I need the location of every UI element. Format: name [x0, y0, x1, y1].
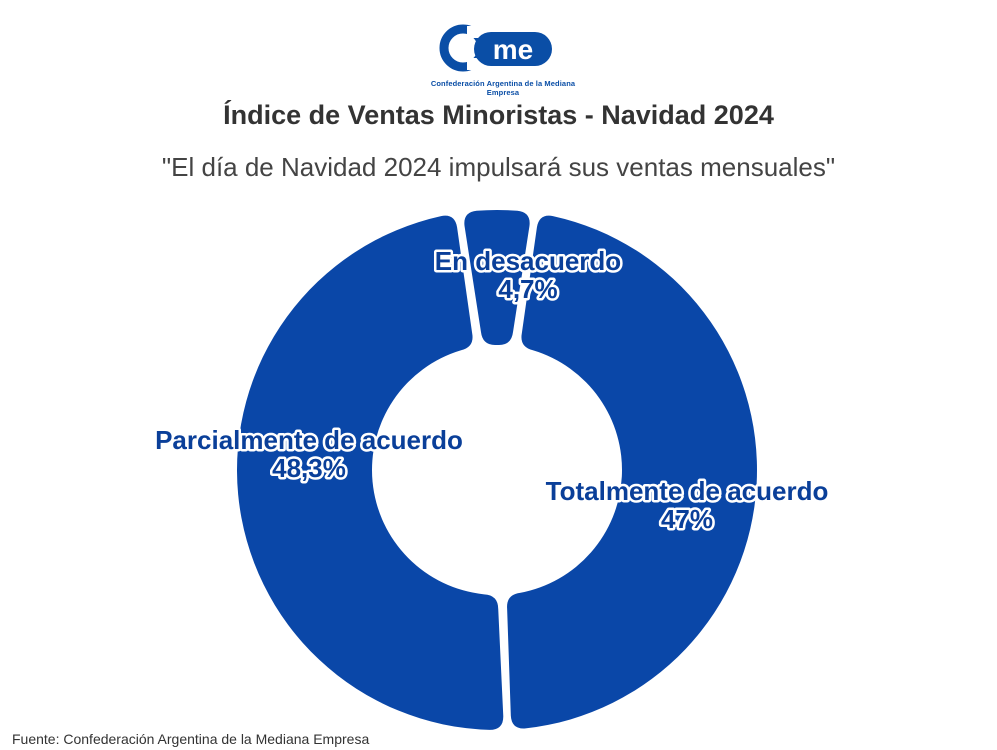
donut-slice-parcialmente-de-acuerdo [236, 215, 504, 730]
slice-value-parcialmente-de-acuerdo: 48,3% [272, 453, 346, 483]
donut-slice-totalmente-de-acuerdo [507, 215, 758, 729]
logo-caption: Confederación Argentina de la Mediana Em… [430, 79, 576, 97]
donut-slice-en-desacuerdo [464, 209, 530, 346]
chart-title: Índice de Ventas Minoristas - Navidad 20… [223, 100, 774, 130]
slice-label-parcialmente-de-acuerdo: Parcialmente de acuerdo [155, 425, 463, 455]
source-note: Fuente: Confederación Argentina de la Me… [12, 731, 370, 747]
came-logo-icon: me [439, 24, 552, 72]
came-logo: me Confederación Argentina de la Mediana… [418, 24, 588, 97]
slice-value-totalmente-de-acuerdo: 47% [661, 504, 713, 534]
slice-label-en-desacuerdo: En desacuerdo [435, 246, 621, 276]
chart-subtitle: "El día de Navidad 2024 impulsará sus ve… [161, 152, 836, 182]
svg-text:me: me [493, 34, 533, 65]
slice-value-en-desacuerdo: 4,7% [498, 274, 557, 304]
slice-label-totalmente-de-acuerdo: Totalmente de acuerdo [546, 476, 829, 506]
